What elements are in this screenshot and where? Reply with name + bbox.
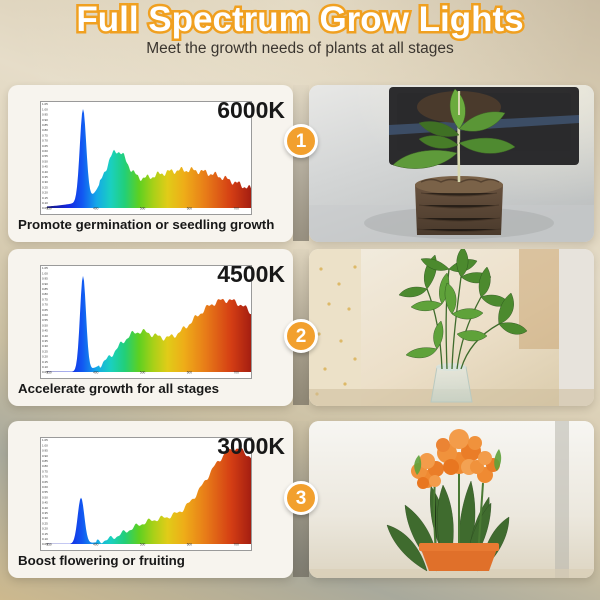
svg-text:0.65: 0.65 xyxy=(42,308,48,312)
svg-text:0.50: 0.50 xyxy=(42,159,48,163)
svg-text:0.25: 0.25 xyxy=(42,185,48,189)
svg-text:1.05: 1.05 xyxy=(42,266,48,270)
svg-text:0.10: 0.10 xyxy=(42,201,48,205)
svg-text:1.05: 1.05 xyxy=(42,438,48,442)
svg-text:0.95: 0.95 xyxy=(42,449,48,453)
svg-text:0.35: 0.35 xyxy=(42,175,48,179)
svg-text:1.00: 1.00 xyxy=(42,443,48,447)
svg-text:0.60: 0.60 xyxy=(42,149,48,153)
svg-text:0.25: 0.25 xyxy=(42,349,48,353)
svg-text:0.20: 0.20 xyxy=(42,527,48,531)
svg-text:0.30: 0.30 xyxy=(42,180,48,184)
svg-text:0.75: 0.75 xyxy=(42,133,48,137)
svg-text:700: 700 xyxy=(234,371,240,375)
svg-text:0.85: 0.85 xyxy=(42,123,48,127)
svg-text:600: 600 xyxy=(187,207,193,211)
svg-text:600: 600 xyxy=(187,543,193,547)
svg-text:0.95: 0.95 xyxy=(42,113,48,117)
svg-text:350: 350 xyxy=(46,371,52,375)
svg-text:0.20: 0.20 xyxy=(42,355,48,359)
svg-text:0.70: 0.70 xyxy=(42,139,48,143)
svg-text:0.55: 0.55 xyxy=(42,490,48,494)
svg-text:0.90: 0.90 xyxy=(42,282,48,286)
svg-text:0.80: 0.80 xyxy=(42,292,48,296)
svg-text:0.10: 0.10 xyxy=(42,537,48,541)
svg-text:0.80: 0.80 xyxy=(42,128,48,132)
svg-text:0.85: 0.85 xyxy=(42,287,48,291)
svg-text:0.10: 0.10 xyxy=(42,365,48,369)
svg-text:0.45: 0.45 xyxy=(42,329,48,333)
svg-text:700: 700 xyxy=(234,207,240,211)
svg-text:0.60: 0.60 xyxy=(42,313,48,317)
svg-text:0.15: 0.15 xyxy=(42,196,48,200)
svg-text:0.75: 0.75 xyxy=(42,469,48,473)
svg-text:500: 500 xyxy=(140,207,146,211)
svg-text:400: 400 xyxy=(93,371,99,375)
svg-text:0.85: 0.85 xyxy=(42,459,48,463)
svg-text:1.00: 1.00 xyxy=(42,107,48,111)
svg-text:0.75: 0.75 xyxy=(42,297,48,301)
svg-text:0.40: 0.40 xyxy=(42,170,48,174)
svg-text:350: 350 xyxy=(46,543,52,547)
svg-text:700: 700 xyxy=(234,543,240,547)
svg-text:0.45: 0.45 xyxy=(42,165,48,169)
svg-text:0.15: 0.15 xyxy=(42,360,48,364)
svg-text:0.80: 0.80 xyxy=(42,464,48,468)
svg-text:0.55: 0.55 xyxy=(42,154,48,158)
svg-text:0.20: 0.20 xyxy=(42,191,48,195)
svg-text:0.25: 0.25 xyxy=(42,521,48,525)
svg-text:400: 400 xyxy=(93,543,99,547)
svg-text:0.45: 0.45 xyxy=(42,501,48,505)
svg-text:0.15: 0.15 xyxy=(42,532,48,536)
svg-text:0.90: 0.90 xyxy=(42,454,48,458)
svg-text:0.65: 0.65 xyxy=(42,480,48,484)
svg-text:0.50: 0.50 xyxy=(42,323,48,327)
svg-text:0.40: 0.40 xyxy=(42,506,48,510)
svg-text:0.50: 0.50 xyxy=(42,495,48,499)
svg-text:0.70: 0.70 xyxy=(42,475,48,479)
svg-text:0.40: 0.40 xyxy=(42,334,48,338)
svg-text:0.35: 0.35 xyxy=(42,339,48,343)
svg-text:500: 500 xyxy=(140,543,146,547)
svg-text:0.55: 0.55 xyxy=(42,318,48,322)
svg-text:350: 350 xyxy=(46,207,52,211)
svg-text:0.90: 0.90 xyxy=(42,118,48,122)
svg-text:0.70: 0.70 xyxy=(42,303,48,307)
svg-text:0.30: 0.30 xyxy=(42,516,48,520)
svg-text:1.00: 1.00 xyxy=(42,271,48,275)
svg-text:400: 400 xyxy=(93,207,99,211)
svg-text:600: 600 xyxy=(187,371,193,375)
svg-text:0.35: 0.35 xyxy=(42,511,48,515)
svg-text:500: 500 xyxy=(140,371,146,375)
svg-text:0.65: 0.65 xyxy=(42,144,48,148)
svg-text:0.30: 0.30 xyxy=(42,344,48,348)
svg-text:1.05: 1.05 xyxy=(42,102,48,106)
svg-text:0.60: 0.60 xyxy=(42,485,48,489)
svg-text:0.95: 0.95 xyxy=(42,277,48,281)
